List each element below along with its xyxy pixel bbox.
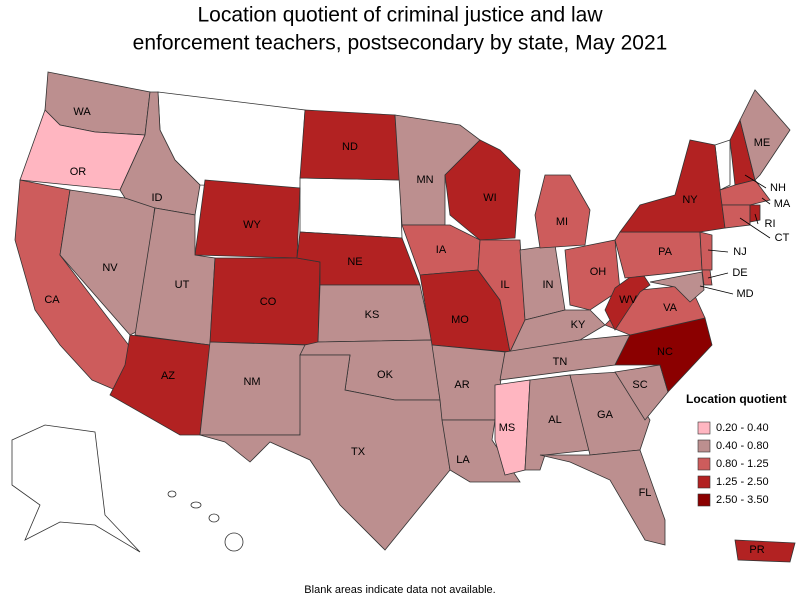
state-label: DE: [732, 267, 747, 279]
state-shape: [199, 341, 306, 436]
state-label: MO: [451, 314, 469, 326]
state-label: WV: [619, 294, 637, 306]
legend-swatch: [697, 439, 711, 453]
legend-swatch: [697, 457, 711, 471]
blank-state: [190, 501, 202, 509]
state-label: KS: [365, 309, 380, 321]
state-label: ND: [342, 141, 358, 153]
state-shape: [619, 139, 726, 233]
footnote: Blank areas indicate data not available.: [304, 584, 495, 596]
state-label: ID: [152, 192, 163, 204]
leader-line: [707, 272, 729, 279]
state-label: TX: [351, 446, 366, 458]
state-label: LA: [456, 454, 470, 466]
state-label: MN: [416, 174, 433, 186]
legend-label: 0.80 - 1.25: [716, 458, 769, 470]
blank-state: [167, 490, 177, 498]
state-label: AZ: [161, 370, 175, 382]
state-shape: [739, 89, 791, 181]
state-shape: [539, 449, 666, 546]
state-label: OK: [377, 369, 394, 381]
state-label: NC: [657, 346, 673, 358]
blank-state: [299, 177, 403, 239]
state-label: OR: [70, 166, 87, 178]
state-label: IA: [436, 244, 447, 256]
legend-label: 1.25 - 2.50: [716, 476, 769, 488]
state-label: CA: [44, 294, 60, 306]
state-label: MD: [736, 288, 753, 300]
state-shape: [494, 379, 531, 476]
state-label: IL: [500, 279, 509, 291]
legend-title: Location quotient: [686, 392, 787, 406]
state-label: PR: [749, 544, 764, 556]
state-label: OH: [590, 266, 607, 278]
leader-line: [744, 174, 767, 189]
state-label: ME: [754, 137, 771, 149]
state-label: AR: [454, 379, 469, 391]
state-label: PA: [658, 246, 673, 258]
state-shape: [534, 174, 591, 249]
state-shape: [749, 204, 761, 223]
leader-line: [699, 285, 734, 295]
leader-line: [707, 249, 729, 253]
state-label: VA: [663, 302, 678, 314]
state-label: GA: [597, 409, 614, 421]
state-label: MS: [499, 422, 516, 434]
legend-swatch: [697, 421, 711, 435]
state-label: NM: [243, 376, 260, 388]
state-shape: [199, 354, 451, 551]
blank-state: [208, 513, 220, 523]
state-label: NJ: [733, 246, 746, 258]
state-label: NE: [347, 256, 362, 268]
legend: 0.20 - 0.40 0.40 - 0.80 0.80 - 1.25 1.25 - …: [697, 421, 769, 507]
state-label: MI: [556, 216, 568, 228]
state-labels: WA OR CA NV ID WY UT AZ CO NM ND NE KS OK TX MN WI IA MO AR…: [44, 106, 791, 556]
title-line: Location quotient of criminal justice an…: [197, 4, 603, 27]
state-shape: [564, 239, 621, 311]
state-label: TN: [553, 356, 568, 368]
title-line: enforcement teachers, postsecondary by s…: [133, 32, 668, 55]
state-label: FL: [639, 487, 652, 499]
state-label: RI: [765, 218, 776, 230]
state-label: CO: [260, 296, 277, 308]
state-shape: [649, 271, 705, 303]
state-shape: [701, 269, 713, 286]
legend-label: 2.50 - 3.50: [716, 494, 769, 506]
state-shape: [444, 139, 521, 241]
state-label: UT: [175, 279, 190, 291]
legend-label: 0.20 - 0.40: [716, 422, 769, 434]
state-label: NY: [682, 194, 698, 206]
blank-state: [11, 424, 141, 553]
state-shape: [699, 231, 713, 271]
blank-areas: [11, 91, 731, 553]
state-label: WA: [73, 106, 91, 118]
legend-label: 0.40 - 0.80: [716, 440, 769, 452]
blank-state: [224, 532, 244, 552]
state-label: MA: [774, 198, 791, 210]
state-label: WI: [483, 192, 496, 204]
state-label: NV: [102, 262, 118, 274]
legend-swatch: [697, 475, 711, 489]
state-label: KY: [571, 319, 586, 331]
state-shape: [734, 539, 796, 563]
state-label: IN: [543, 279, 554, 291]
leader-line: [754, 213, 759, 225]
state-label: SC: [632, 379, 647, 391]
state-label: NH: [770, 182, 786, 194]
state-label: AL: [548, 414, 561, 426]
state-label: CT: [775, 232, 790, 244]
states: [14, 71, 796, 563]
leader-line: [739, 217, 771, 239]
state-shape: [721, 204, 751, 229]
legend-swatch: [697, 493, 711, 507]
state-label: WY: [243, 219, 261, 231]
state-shape: [604, 269, 651, 331]
leader-line: [761, 197, 771, 205]
